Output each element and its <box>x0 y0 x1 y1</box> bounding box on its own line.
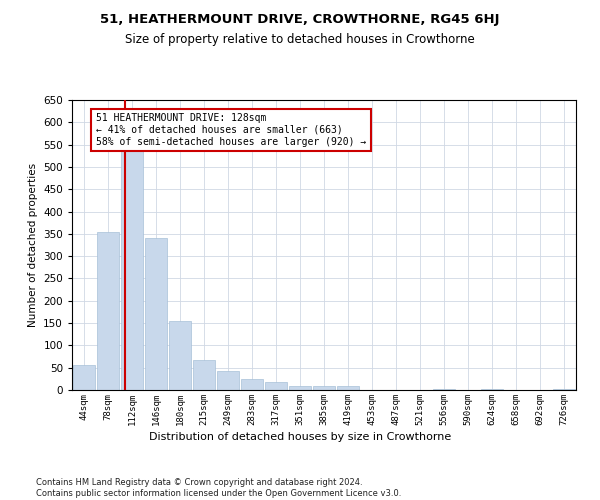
Bar <box>289 386 311 390</box>
Bar <box>73 366 95 390</box>
Bar <box>313 386 335 390</box>
Bar <box>337 386 359 390</box>
Text: 51 HEATHERMOUNT DRIVE: 128sqm
← 41% of detached houses are smaller (663)
58% of : 51 HEATHERMOUNT DRIVE: 128sqm ← 41% of d… <box>96 114 366 146</box>
Y-axis label: Number of detached properties: Number of detached properties <box>28 163 38 327</box>
Bar <box>193 360 215 390</box>
Bar <box>553 388 575 390</box>
Bar <box>169 321 191 390</box>
Text: Size of property relative to detached houses in Crowthorne: Size of property relative to detached ho… <box>125 32 475 46</box>
Text: Contains HM Land Registry data © Crown copyright and database right 2024.
Contai: Contains HM Land Registry data © Crown c… <box>36 478 401 498</box>
Bar <box>265 382 287 390</box>
Bar <box>241 379 263 390</box>
Text: 51, HEATHERMOUNT DRIVE, CROWTHORNE, RG45 6HJ: 51, HEATHERMOUNT DRIVE, CROWTHORNE, RG45… <box>100 12 500 26</box>
Bar <box>481 388 503 390</box>
Bar <box>433 388 455 390</box>
Bar <box>97 232 119 390</box>
Bar <box>121 148 143 390</box>
Bar <box>145 238 167 390</box>
Bar <box>217 372 239 390</box>
Text: Distribution of detached houses by size in Crowthorne: Distribution of detached houses by size … <box>149 432 451 442</box>
